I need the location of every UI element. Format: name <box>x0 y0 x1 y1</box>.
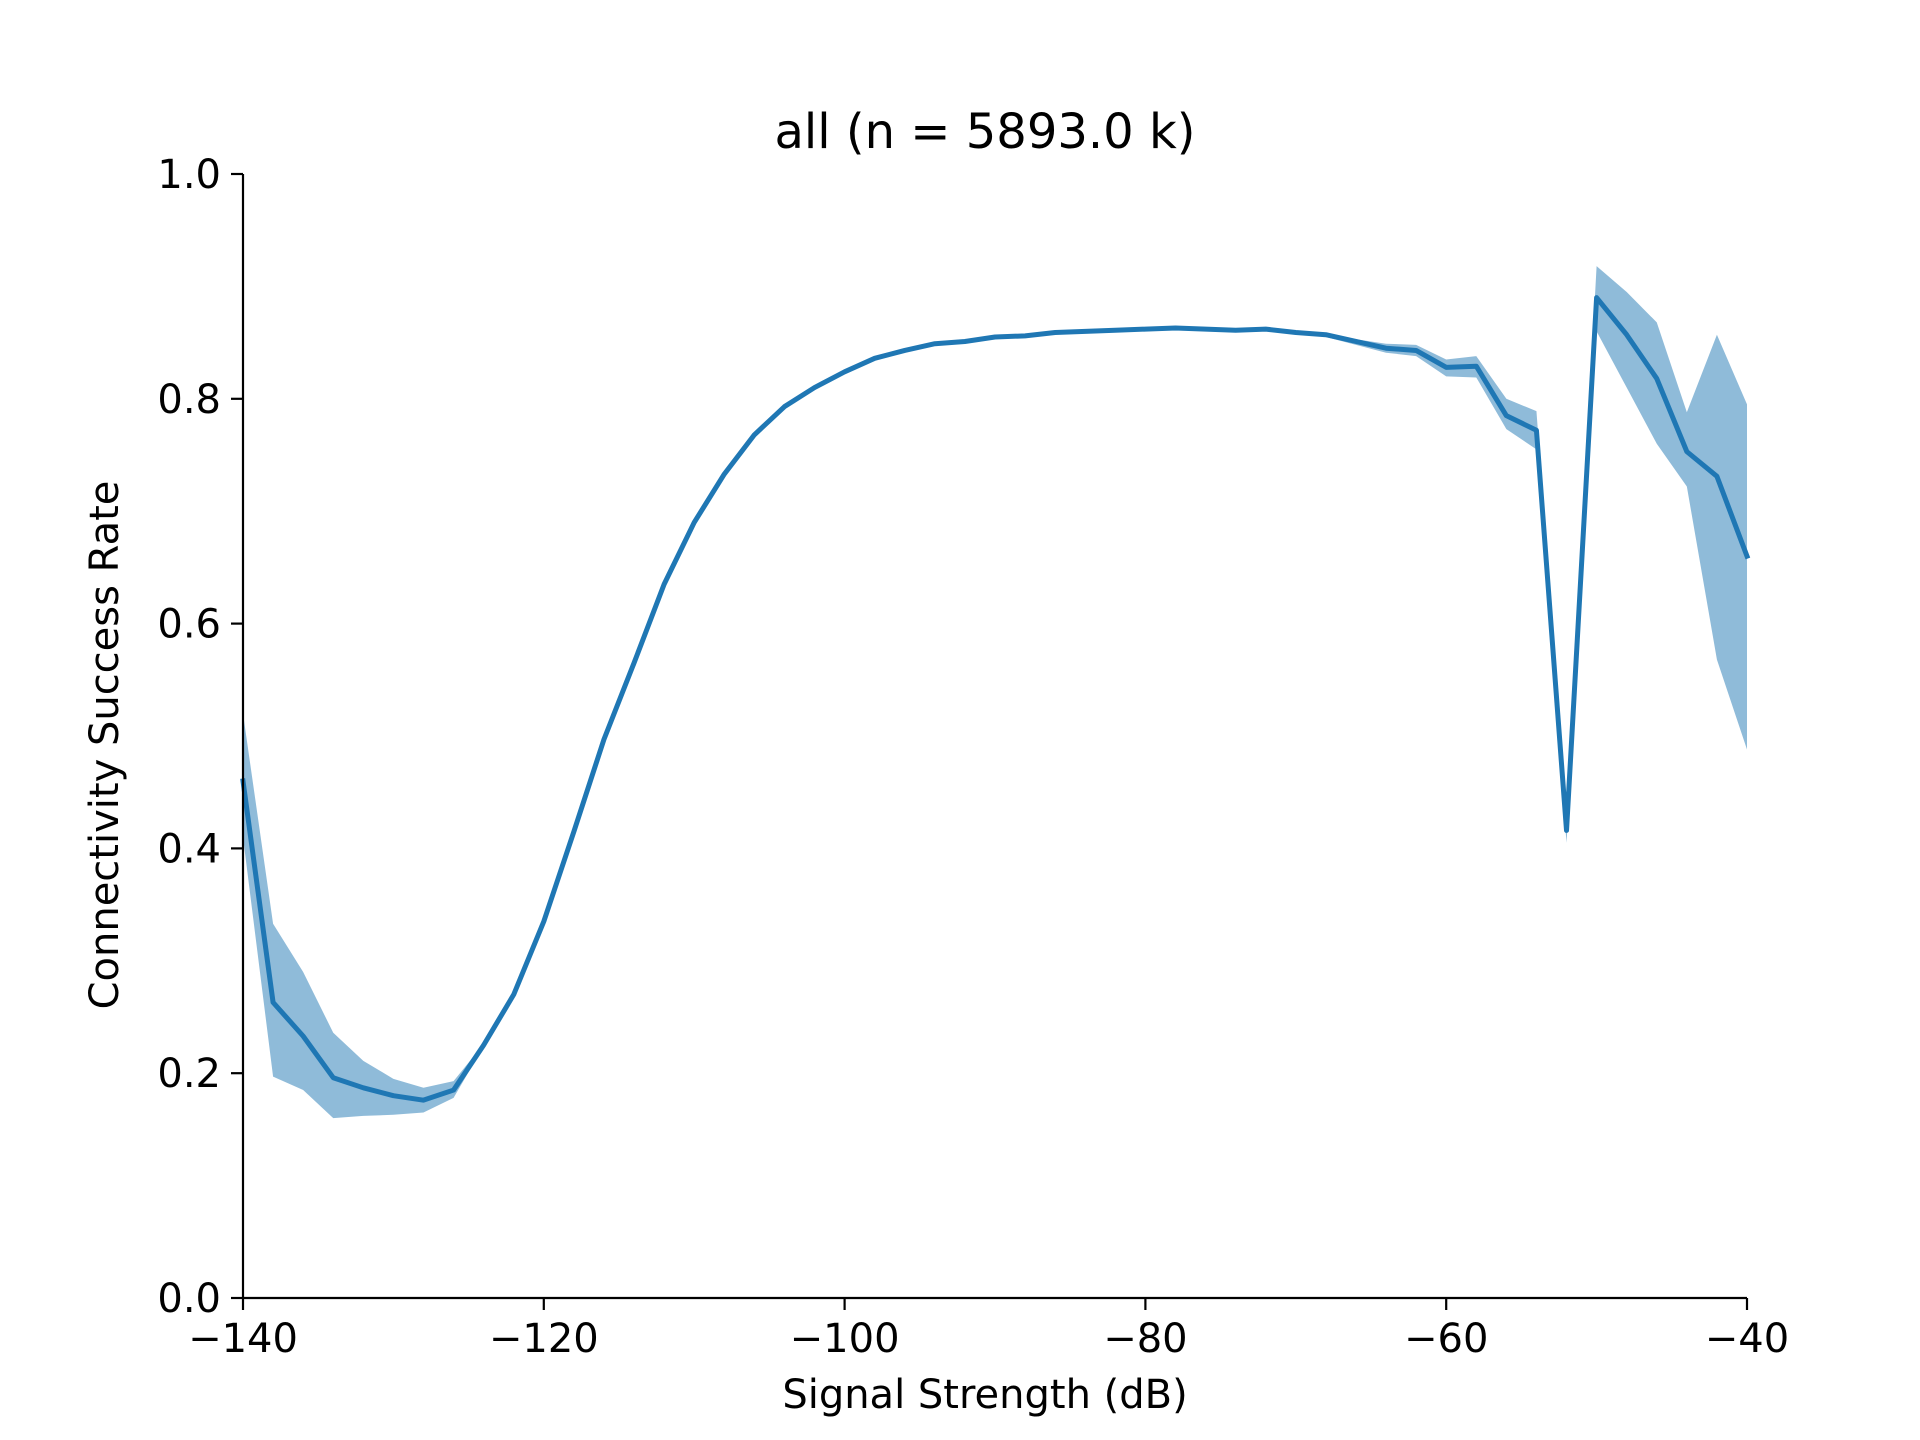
chart-title: all (n = 5893.0 k) <box>775 104 1196 160</box>
plot-area <box>240 266 1751 1119</box>
y-tick-label: 0.2 <box>157 1051 221 1097</box>
y-tick-label: 0.6 <box>157 602 221 648</box>
x-tick-label: −140 <box>188 1316 298 1362</box>
series-line <box>240 295 1751 1103</box>
y-tick-label: 0.4 <box>157 826 221 872</box>
x-tick-label: −80 <box>1103 1316 1187 1362</box>
y-tick-label: 0.8 <box>157 377 221 423</box>
x-tick-label: −100 <box>790 1316 900 1362</box>
x-axis-label: Signal Strength (dB) <box>782 1372 1187 1418</box>
confidence-band <box>243 266 1747 1119</box>
y-axis-label: Connectivity Success Rate <box>82 481 128 1010</box>
y-axis: 0.0 0.2 0.4 0.6 0.8 1.0 <box>157 152 245 1322</box>
x-tick-label: −120 <box>489 1316 599 1362</box>
x-tick-label: −40 <box>1705 1316 1789 1362</box>
y-tick-label: 1.0 <box>157 152 221 198</box>
x-axis: −140 −120 −100 −80 −60 −40 <box>188 1296 1789 1362</box>
y-tick-label: 0.0 <box>157 1276 221 1322</box>
x-tick-label: −60 <box>1404 1316 1488 1362</box>
